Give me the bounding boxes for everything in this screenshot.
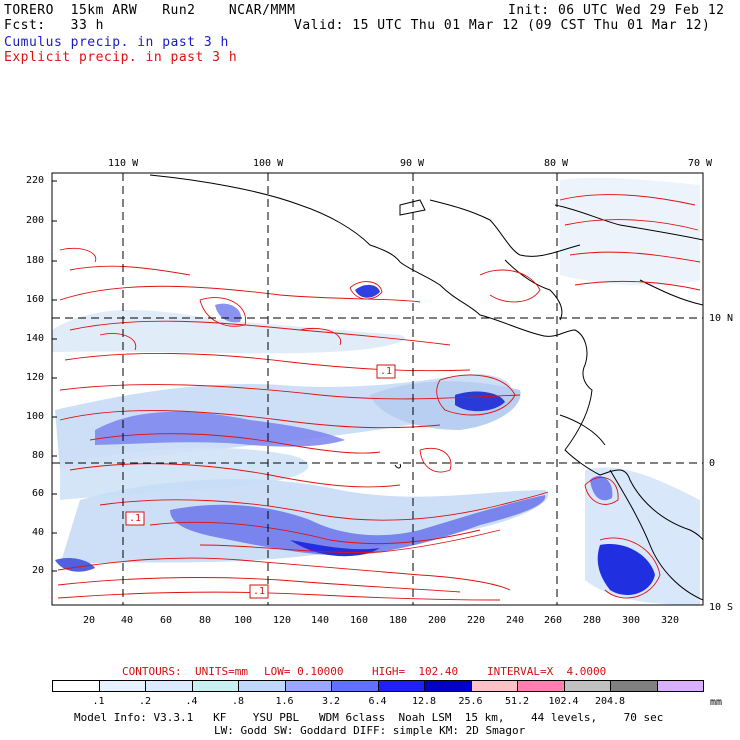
x-tick-label: 260: [544, 615, 563, 626]
legend-label: .2: [138, 696, 152, 707]
y-tick-label: 160: [26, 294, 45, 305]
contour-label: .1: [129, 513, 142, 524]
legend-label: 102.4: [548, 696, 579, 707]
contours-interval: INTERVAL=X 4.0000: [487, 665, 607, 678]
contours-high: HIGH= 102.40: [372, 665, 459, 678]
legend-swatch: [424, 680, 472, 692]
x-tick-label: 300: [622, 615, 641, 626]
y-tick-label: 80: [32, 450, 45, 461]
x-tick-label: 220: [467, 615, 486, 626]
x-tick-label: 40: [121, 615, 134, 626]
legend-swatch: [377, 680, 425, 692]
x-tick-label: 60: [160, 615, 173, 626]
x-tick-label: 120: [273, 615, 292, 626]
legend-swatch: [563, 680, 611, 692]
legend-swatch: [238, 680, 286, 692]
x-tick-label: 280: [583, 615, 602, 626]
lon-label-70w: 70 W: [688, 158, 713, 169]
legend-swatch: [98, 680, 146, 692]
contours-low: LOW= 0.10000: [264, 665, 344, 678]
y-tick-label: 180: [26, 255, 45, 266]
x-tick-label: 100: [234, 615, 253, 626]
contours-label: CONTOURS:: [122, 665, 182, 678]
lon-label-110w: 110 W: [108, 158, 139, 169]
y-tick-label: 140: [26, 333, 45, 344]
legend-swatch: [517, 680, 565, 692]
explicit-contours: [57, 194, 701, 601]
x-tick-label: 240: [506, 615, 525, 626]
x-tick-label: 20: [83, 615, 96, 626]
legend-label: 6.4: [368, 696, 387, 707]
legend-label: 1.6: [275, 696, 294, 707]
lon-label-80w: 80 W: [544, 158, 569, 169]
y-tick-label: 120: [26, 372, 45, 383]
legend-swatch: [610, 680, 658, 692]
x-tick-label: 160: [350, 615, 369, 626]
lon-label-90w: 90 W: [400, 158, 425, 169]
lon-label-100w: 100 W: [253, 158, 284, 169]
legend-swatch: [284, 680, 332, 692]
y-tick-label: 100: [26, 411, 45, 422]
contours-units: UNITS=mm: [195, 665, 248, 678]
legend-swatch: [331, 680, 379, 692]
map-frame: [51, 172, 704, 606]
legend-label: .1: [92, 696, 105, 707]
x-tick-label: 80: [199, 615, 212, 626]
legend-swatch: [52, 680, 100, 692]
y-tick-label: 220: [26, 175, 45, 186]
legend-swatch: [145, 680, 193, 692]
legend-label: 12.8: [411, 696, 437, 707]
y-tick-label: 200: [26, 215, 45, 226]
legend-label: .8: [231, 696, 245, 707]
contour-label: .1: [253, 586, 266, 597]
y-tick-label: 20: [32, 565, 45, 576]
y-tick-marks: [52, 180, 57, 572]
forecast-hour: Fcst: 33 h: [4, 18, 104, 33]
contour-label-boxes: [125, 364, 396, 599]
legend-label: 51.2: [504, 696, 530, 707]
x-tick-label: 180: [389, 615, 408, 626]
explicit-field-label: Explicit precip. in past 3 h: [4, 50, 238, 65]
legend-swatch: [656, 680, 704, 692]
lat-label-10s: 10 S: [709, 602, 734, 613]
cumulus-field-label: Cumulus precip. in past 3 h: [4, 35, 229, 50]
precip-field: [52, 177, 700, 605]
x-tick-label: 140: [311, 615, 330, 626]
model-info-line2: LW: Godd SW: Goddard DIFF: simple KM: 2D…: [214, 724, 526, 737]
contour-label: .1: [380, 366, 393, 377]
lat-label-0: 0: [709, 458, 716, 469]
y-tick-label: 60: [32, 488, 45, 499]
init-time: Init: 06 UTC Wed 29 Feb 12: [508, 3, 725, 18]
model-title: TORERO 15km ARW Run2 NCAR/MMM: [4, 3, 296, 18]
y-tick-label: 40: [32, 527, 45, 538]
x-tick-label: 320: [661, 615, 680, 626]
model-info-line1: Model Info: V3.3.1 KF YSU PBL WDM 6class…: [74, 711, 664, 724]
x-tick-label: 200: [428, 615, 447, 626]
legend-unit: mm: [710, 697, 723, 708]
legend-label: 3.2: [321, 696, 341, 707]
legend-swatch: [191, 680, 239, 692]
legend-label: .4: [185, 696, 198, 707]
latlon-grid: [52, 173, 703, 605]
valid-time: Valid: 15 UTC Thu 01 Mar 12 (09 CST Thu …: [294, 18, 711, 33]
lat-label-10n: 10 N: [709, 313, 734, 324]
legend-label: 25.6: [458, 696, 483, 707]
legend-label: 204.8: [594, 696, 626, 707]
legend-swatch: [470, 680, 518, 692]
